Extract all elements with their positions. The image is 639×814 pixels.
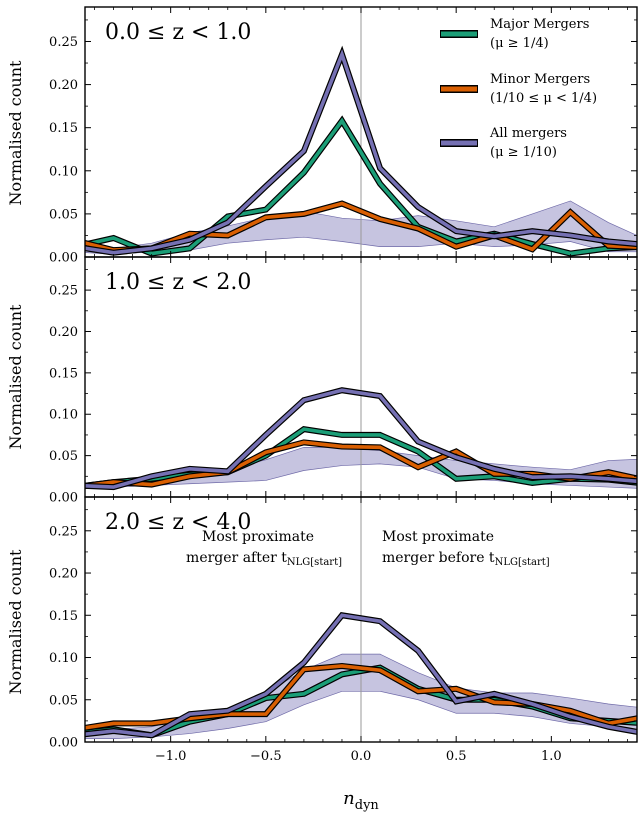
x-tick-label: −0.5 [250,749,282,764]
panel-3: 0.00 0.05 0.10 0.15 0.20 0.25 −1.0 −0.5 0.0 0.5 1.… [49,496,638,764]
legend-label-minor: Minor Mergers [490,72,590,87]
annotation-right-line2: merger before tNLG[start] [382,550,550,568]
legend-sublabel-minor: (1/10 ≤ μ < 1/4) [490,91,597,106]
y-tick-label: 0.00 [49,491,78,506]
legend-sublabel-major: (μ ≥ 1/4) [490,36,549,51]
y-tick-label: 0.05 [49,449,78,464]
x-axis-label-sub: dyn [355,798,380,813]
plot-area [85,7,637,257]
y-tick-label: 0.25 [49,284,78,299]
x-tick-label: 0.5 [446,749,467,764]
series-line-major [85,117,637,256]
y-tick-label: 0.15 [49,121,78,136]
y-axis-label-panel-3: Normalised count [6,549,25,694]
y-tick-label: 0.00 [49,251,78,266]
plot-area [85,257,637,497]
annotation-right-sub: NLG[start] [495,557,550,568]
annotation-right-line1: Most proximate [382,529,494,545]
y-tick-label: 0.15 [49,609,78,624]
y-tick-label: 0.15 [49,366,78,381]
y-tick-label: 0.20 [49,325,78,340]
annotation-left-text: merger after t [186,550,287,566]
y-tick-label: 0.10 [49,164,78,179]
x-axis-label: ndyn [343,788,379,813]
x-tick-label: 1.0 [541,749,562,764]
panel-title: 1.0 ≤ z < 2.0 [105,270,251,295]
y-tick-label: 0.25 [49,524,78,539]
annotation-right-text: merger before t [382,550,495,566]
y-axis-label-panel-2: Normalised count [6,304,25,449]
legend-sublabel-all: (μ ≥ 1/10) [490,145,557,160]
series-line-all [85,388,637,489]
legend-label-all: All mergers [489,126,567,141]
x-tick-label: 0.0 [351,749,372,764]
annotation-left-line2: merger after tNLG[start] [186,550,342,568]
panel-title: 2.0 ≤ z < 4.0 [105,510,251,535]
x-axis-label-n: n [343,788,355,809]
annotation-left-line1: Most proximate [202,529,314,545]
y-tick-label: 0.05 [49,207,78,222]
y-tick-label: 0.20 [49,78,78,93]
panel-2: 0.00 0.05 0.10 0.15 0.20 0.25 1.0 ≤ z < 2.0 [49,256,638,506]
y-tick-label: 0.25 [49,35,78,50]
y-tick-label: 0.10 [49,651,78,666]
series-line-major [85,427,637,488]
legend: Major Mergers (μ ≥ 1/4) Minor Mergers (1/10… [440,17,597,160]
panels-layer: 0.00 0.05 0.10 0.15 0.20 0.25 0.0 ≤ z < 1.0 Maj… [49,6,638,764]
y-tick-label: 0.10 [49,408,78,423]
panel-1: 0.00 0.05 0.10 0.15 0.20 0.25 0.0 ≤ z < 1.0 Maj… [49,6,638,266]
panel-title: 0.0 ≤ z < 1.0 [105,20,251,45]
series-line-all [85,49,637,255]
y-axis-label-panel-1: Normalised count [6,60,25,205]
x-tick-label: −1.0 [155,749,187,764]
y-tick-label: 0.05 [49,693,78,708]
legend-label-major: Major Mergers [490,17,589,32]
series-line-all [85,613,637,738]
annotation-left-sub: NLG[start] [287,557,342,568]
y-tick-label: 0.00 [49,736,78,751]
plot-area [85,497,637,742]
y-tick-label: 0.20 [49,567,78,582]
